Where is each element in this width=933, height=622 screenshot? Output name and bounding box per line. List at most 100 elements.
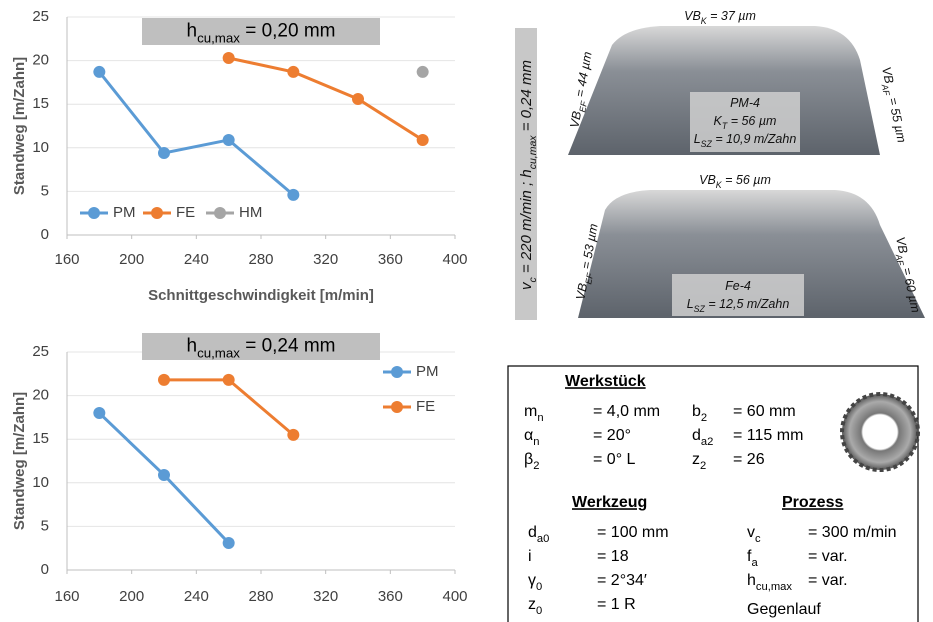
legend-marker — [88, 207, 100, 219]
box-line-part: = 10,9 m/Zahn — [712, 132, 796, 146]
symbol-part: i — [528, 548, 532, 565]
data-point — [93, 66, 105, 78]
y-tick-label: 0 — [41, 561, 49, 578]
data-point — [158, 469, 170, 481]
symbol-part: 0 — [536, 581, 542, 593]
y-tick-label: 25 — [32, 343, 49, 360]
legend-marker — [214, 207, 226, 219]
value: = 2°34′ — [597, 572, 647, 589]
value: = var. — [808, 548, 848, 565]
value: = 1 R — [597, 596, 636, 613]
data-point — [158, 374, 170, 386]
box-line-part: Fe-4 — [725, 279, 751, 293]
y-tick-label: 15 — [32, 430, 49, 447]
vb-k-part: VB — [699, 173, 716, 187]
x-tick-label: 280 — [248, 251, 273, 268]
vb-k-part: = 56 µm — [722, 173, 771, 187]
data-point — [287, 66, 299, 78]
process-mode: Gegenlauf — [747, 601, 821, 618]
value: = 0° L — [593, 451, 636, 468]
x-tick-label: 200 — [119, 251, 144, 268]
vb-k-part: = 37 µm — [707, 9, 756, 23]
data-point — [158, 147, 170, 159]
symbol-part: z — [692, 451, 700, 468]
chart-title-part: cu,max — [197, 31, 240, 46]
x-tick-label: 240 — [184, 588, 209, 605]
symbol-part: β — [524, 451, 533, 468]
vb-af: VBAF = 55 µm — [876, 66, 909, 145]
chart-title-part: cu,max — [197, 346, 240, 361]
x-tick-label: 400 — [442, 588, 467, 605]
vb-k: VBK = 37 µm — [684, 9, 756, 26]
x-tick-label: 160 — [54, 588, 79, 605]
y-tick-label: 20 — [32, 52, 49, 69]
symbol-part: cu,max — [756, 581, 792, 593]
symbol-part: b — [692, 403, 701, 420]
symbol-part: α — [524, 427, 533, 444]
value: = 115 mm — [733, 427, 803, 444]
chart-title-part: h — [186, 21, 197, 42]
chart-title-part: h — [186, 336, 197, 357]
symbol-part: n — [537, 412, 543, 424]
box-line-part: L — [687, 297, 694, 311]
symbol-part: d — [528, 524, 537, 541]
symbol-part: 2 — [533, 460, 539, 472]
symbol-part: a2 — [701, 436, 713, 448]
box-line-part: = 12,5 m/Zahn — [705, 297, 789, 311]
box-line-part: = 56 µm — [727, 114, 776, 128]
legend-marker — [151, 207, 163, 219]
legend-label: PM — [416, 363, 439, 380]
legend-label: FE — [416, 398, 435, 415]
box-line-part: SZ — [701, 139, 713, 149]
data-point — [287, 189, 299, 201]
data-point — [352, 93, 364, 105]
vb-k: VBK = 56 µm — [699, 173, 771, 190]
x-tick-label: 320 — [313, 588, 338, 605]
vb-af-part: VB — [893, 236, 910, 255]
section-title: Werkstück — [565, 373, 646, 390]
series-line — [229, 58, 423, 140]
value: = 100 mm — [597, 524, 669, 541]
side-label-part: = 220 m/min ; h — [518, 169, 535, 277]
vb-af-part: VB — [879, 66, 896, 85]
symbol-part: n — [533, 436, 539, 448]
data-point — [93, 407, 105, 419]
symbol-part: 2 — [700, 460, 706, 472]
symbol-part: a — [751, 557, 758, 569]
y-tick-label: 25 — [32, 8, 49, 25]
y-tick-label: 5 — [41, 517, 49, 534]
value: = 18 — [597, 548, 629, 565]
chart-title-part: = 0,20 mm — [240, 21, 336, 42]
vb-af-part: = 55 µm — [885, 93, 909, 144]
data-point — [287, 429, 299, 441]
y-tick-label: 20 — [32, 387, 49, 404]
vb-k-part: VB — [684, 9, 701, 23]
chart-title-part: = 0,24 mm — [240, 336, 336, 357]
y-tick-label: 15 — [32, 95, 49, 112]
symbol-part: c — [755, 533, 761, 545]
section-title: Prozess — [782, 494, 843, 511]
data-point — [223, 374, 235, 386]
legend-marker — [391, 366, 403, 378]
data-point — [417, 134, 429, 146]
data-point — [223, 134, 235, 146]
y-tick-label: 10 — [32, 139, 49, 156]
x-tick-label: 400 — [442, 251, 467, 268]
figure: 0510152025160200240280320360400Schnittge… — [0, 0, 933, 622]
legend-label: FE — [176, 204, 195, 221]
value: = var. — [808, 572, 848, 589]
legend-label: PM — [113, 204, 136, 221]
series-line — [99, 72, 293, 195]
y-tick-label: 5 — [41, 182, 49, 199]
value: = 60 mm — [733, 403, 796, 420]
x-tick-label: 280 — [248, 588, 273, 605]
x-tick-label: 360 — [378, 588, 403, 605]
legend-label: HM — [239, 204, 262, 221]
x-tick-label: 200 — [119, 588, 144, 605]
x-tick-label: 160 — [54, 251, 79, 268]
symbol-part: d — [692, 427, 701, 444]
side-label-part: = 0,24 mm — [518, 60, 535, 135]
symbol-part: h — [747, 572, 756, 589]
value: = 20° — [593, 427, 631, 444]
vb-ef-part: = 44 µm — [573, 51, 595, 102]
